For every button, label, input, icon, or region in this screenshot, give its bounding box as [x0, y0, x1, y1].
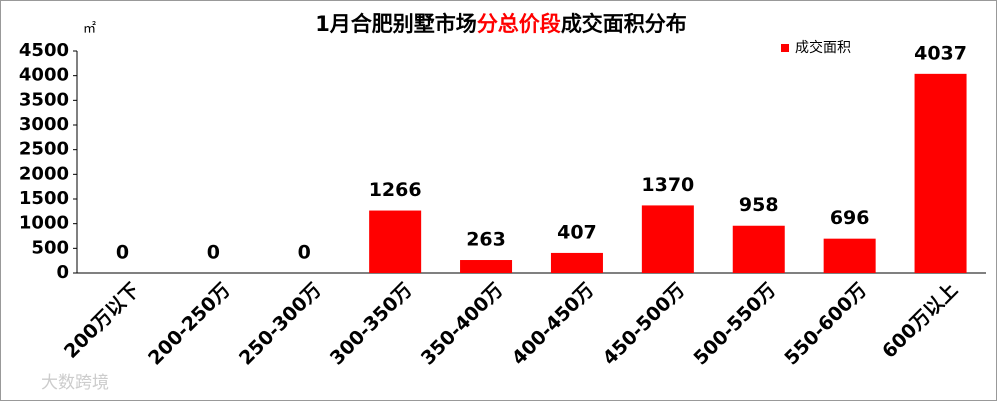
x-tick-label: 200-250万 — [144, 279, 235, 370]
y-tick-label: 2000 — [19, 163, 69, 184]
x-tick-label: 550-600万 — [780, 279, 871, 370]
y-tick-label: 2500 — [19, 139, 69, 160]
y-tick-label: 1500 — [19, 188, 69, 209]
value-label: 1266 — [369, 179, 422, 201]
title-part: 分总价段 — [477, 12, 561, 36]
x-tick-label: 250-300万 — [235, 279, 326, 370]
value-label: 407 — [557, 221, 597, 243]
bar — [823, 238, 876, 273]
value-label: 1370 — [641, 174, 694, 196]
x-tick-label: 600万以上 — [878, 279, 962, 363]
x-tick-label: 200万以下 — [60, 279, 144, 363]
value-label: 958 — [739, 194, 779, 216]
value-label: 0 — [298, 242, 311, 264]
bar — [460, 260, 513, 273]
y-unit: ㎡ — [83, 22, 96, 37]
value-label: 263 — [466, 229, 506, 251]
value-label: 0 — [207, 242, 220, 264]
y-tick-label: 4500 — [19, 40, 69, 61]
legend-swatch — [781, 44, 789, 52]
x-tick-label: 350-400万 — [417, 279, 508, 370]
bar — [369, 210, 422, 273]
y-tick-label: 3500 — [19, 89, 69, 110]
value-label: 696 — [830, 207, 870, 229]
bar — [732, 225, 785, 273]
y-tick-label: 500 — [31, 237, 69, 258]
title-part: 成交面积分布 — [561, 12, 687, 36]
value-label: 4037 — [914, 42, 967, 64]
y-tick-label: 0 — [56, 262, 69, 283]
x-tick-label: 450-500万 — [599, 279, 690, 370]
chart-title: 1月合肥别墅市场分总价段成交面积分布 — [315, 12, 687, 36]
value-label: 0 — [116, 242, 129, 264]
y-tick-label: 4000 — [19, 65, 69, 86]
legend-label: 成交面积 — [795, 39, 851, 56]
x-tick-label: 500-550万 — [690, 279, 781, 370]
x-tick-label: 400-450万 — [508, 279, 599, 370]
y-tick-label: 1000 — [19, 213, 69, 234]
watermark: 大数跨境 — [41, 373, 109, 393]
bar — [641, 205, 694, 273]
x-tick-label: 300-350万 — [326, 279, 417, 370]
bar — [550, 252, 603, 273]
y-tick-label: 3000 — [19, 114, 69, 135]
title-part: 1月合肥别墅市场 — [315, 12, 477, 36]
bar — [914, 73, 967, 273]
